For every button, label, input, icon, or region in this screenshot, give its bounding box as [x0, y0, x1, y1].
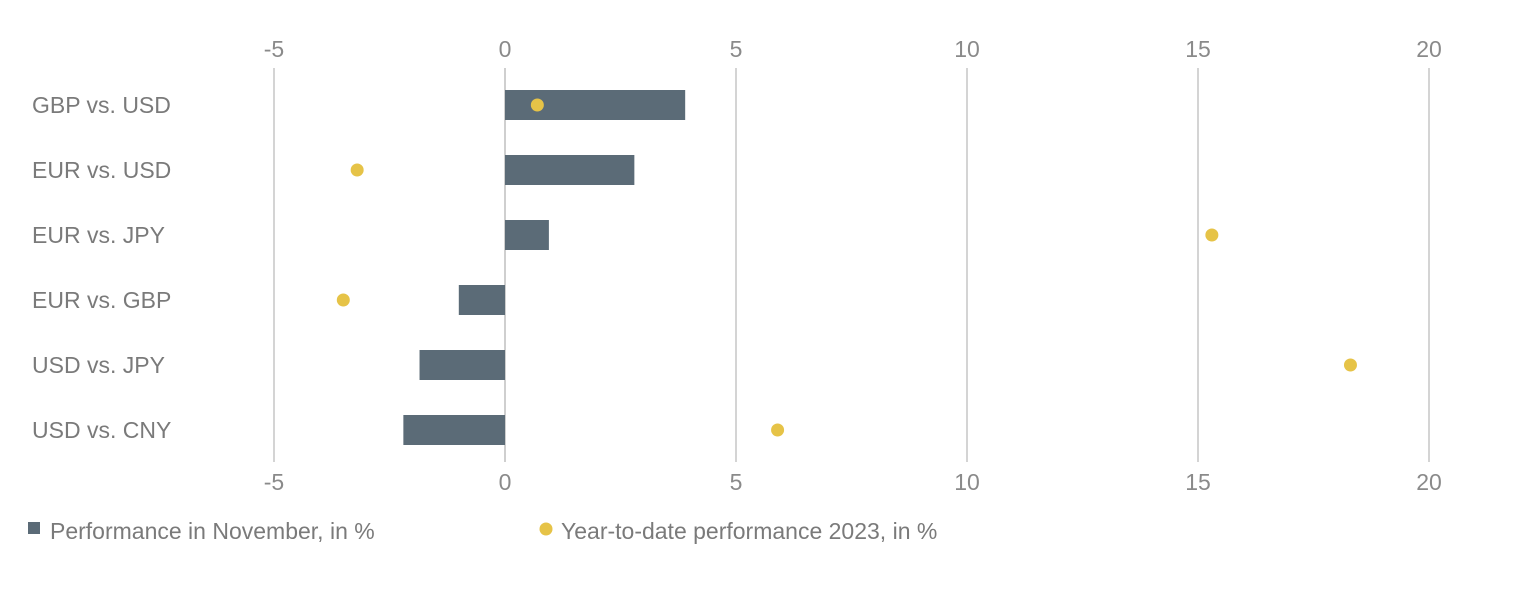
x-tick-top-1: 0: [499, 36, 512, 62]
category-label-0: GBP vs. USD: [32, 92, 171, 118]
legend-swatch-bar: [28, 522, 40, 534]
dot-5: [771, 423, 785, 437]
bar-3: [458, 285, 505, 315]
x-tick-bottom-0: -5: [264, 469, 284, 495]
dot-2: [1205, 228, 1219, 242]
category-label-4: USD vs. JPY: [32, 352, 165, 378]
x-tick-top-4: 15: [1185, 36, 1211, 62]
x-tick-top-2: 5: [730, 36, 743, 62]
dot-0: [530, 98, 544, 112]
category-label-2: EUR vs. JPY: [32, 222, 165, 248]
dots-ytd: [336, 98, 1357, 437]
category-label-5: USD vs. CNY: [32, 417, 171, 443]
x-tick-top-0: -5: [264, 36, 284, 62]
dot-1: [350, 163, 364, 177]
x-tick-bottom-4: 15: [1185, 469, 1211, 495]
category-label-1: EUR vs. USD: [32, 157, 171, 183]
legend-swatch-dot: [539, 522, 553, 536]
bar-2: [505, 220, 549, 250]
x-tick-bottom-1: 0: [499, 469, 512, 495]
legend: Performance in November, in % Year-to-da…: [28, 518, 937, 544]
x-axis-bottom: -5 0 5 10 15 20: [264, 469, 1442, 495]
dot-3: [336, 293, 350, 307]
x-axis-top: -5 0 5 10 15 20: [264, 36, 1442, 62]
x-tick-bottom-3: 10: [954, 469, 980, 495]
x-tick-top-3: 10: [954, 36, 980, 62]
bar-4: [419, 350, 505, 380]
x-tick-bottom-2: 5: [730, 469, 743, 495]
dot-4: [1343, 358, 1357, 372]
x-tick-top-5: 20: [1416, 36, 1442, 62]
x-tick-bottom-5: 20: [1416, 469, 1442, 495]
legend-label-november: Performance in November, in %: [50, 518, 375, 544]
category-label-3: EUR vs. GBP: [32, 287, 171, 313]
bars-november: [403, 90, 686, 445]
bar-5: [403, 415, 505, 445]
legend-label-ytd: Year-to-date performance 2023, in %: [561, 518, 937, 544]
bar-1: [505, 155, 635, 185]
gridlines: [273, 68, 1430, 462]
category-axis: GBP vs. USD EUR vs. USD EUR vs. JPY EUR vs.…: [32, 92, 171, 443]
